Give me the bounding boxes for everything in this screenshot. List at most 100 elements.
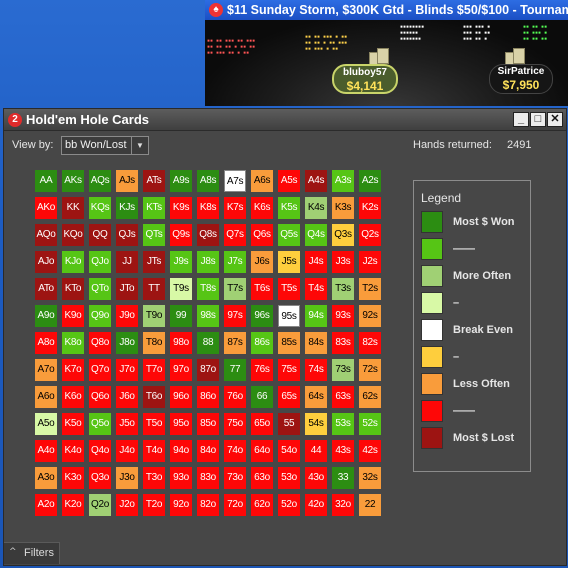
- hand-cell-T6o[interactable]: T6o: [143, 386, 165, 408]
- hand-cell-72s[interactable]: 72s: [359, 359, 381, 381]
- hand-cell-J5o[interactable]: J5o: [116, 413, 138, 435]
- hand-cell-53o[interactable]: 53o: [278, 467, 300, 489]
- hand-cell-T3s[interactable]: T3s: [332, 278, 354, 300]
- hand-cell-K2s[interactable]: K2s: [359, 197, 381, 219]
- hand-cell-K7o[interactable]: K7o: [62, 359, 84, 381]
- hand-cell-97o[interactable]: 97o: [170, 359, 192, 381]
- hand-cell-AKo[interactable]: AKo: [35, 197, 57, 219]
- hand-cell-KQs[interactable]: KQs: [89, 197, 111, 219]
- close-button[interactable]: ✕: [547, 112, 563, 127]
- hand-cell-Q5s[interactable]: Q5s: [278, 224, 300, 246]
- hand-cell-Q8s[interactable]: Q8s: [197, 224, 219, 246]
- hand-cell-AQo[interactable]: AQo: [35, 224, 57, 246]
- hand-cell-K8o[interactable]: K8o: [62, 332, 84, 354]
- hand-cell-T2o[interactable]: T2o: [143, 494, 165, 516]
- hand-cell-84s[interactable]: 84s: [305, 332, 327, 354]
- hand-cell-A7s[interactable]: A7s: [224, 170, 246, 192]
- hand-cell-J3s[interactable]: J3s: [332, 251, 354, 273]
- hand-cell-Q6o[interactable]: Q6o: [89, 386, 111, 408]
- hand-cell-85s[interactable]: 85s: [278, 332, 300, 354]
- hand-cell-T5o[interactable]: T5o: [143, 413, 165, 435]
- hand-cell-J2o[interactable]: J2o: [116, 494, 138, 516]
- hand-cell-73s[interactable]: 73s: [332, 359, 354, 381]
- hand-cell-76o[interactable]: 76o: [224, 386, 246, 408]
- hand-cell-93s[interactable]: 93s: [332, 305, 354, 327]
- hand-cell-K5s[interactable]: K5s: [278, 197, 300, 219]
- hand-cell-96o[interactable]: 96o: [170, 386, 192, 408]
- hand-cell-Q9o[interactable]: Q9o: [89, 305, 111, 327]
- hand-cell-J3o[interactable]: J3o: [116, 467, 138, 489]
- hand-cell-QTs[interactable]: QTs: [143, 224, 165, 246]
- hand-cell-K6o[interactable]: K6o: [62, 386, 84, 408]
- hand-cell-AQs[interactable]: AQs: [89, 170, 111, 192]
- hand-cell-T2s[interactable]: T2s: [359, 278, 381, 300]
- hand-cell-A4o[interactable]: A4o: [35, 440, 57, 462]
- hand-cell-54o[interactable]: 54o: [278, 440, 300, 462]
- hand-cell-62s[interactable]: 62s: [359, 386, 381, 408]
- hand-cell-Q9s[interactable]: Q9s: [170, 224, 192, 246]
- hand-cell-66[interactable]: 66: [251, 386, 273, 408]
- hand-cell-KTs[interactable]: KTs: [143, 197, 165, 219]
- hand-cell-JTo[interactable]: JTo: [116, 278, 138, 300]
- hand-cell-43s[interactable]: 43s: [332, 440, 354, 462]
- hand-cell-K9o[interactable]: K9o: [62, 305, 84, 327]
- hand-cell-T9o[interactable]: T9o: [143, 305, 165, 327]
- hand-cell-T8o[interactable]: T8o: [143, 332, 165, 354]
- hand-cell-42o[interactable]: 42o: [305, 494, 327, 516]
- hand-cell-A8o[interactable]: A8o: [35, 332, 57, 354]
- hand-cell-82s[interactable]: 82s: [359, 332, 381, 354]
- hand-cell-AKs[interactable]: AKs: [62, 170, 84, 192]
- hand-cell-T6s[interactable]: T6s: [251, 278, 273, 300]
- hand-cell-42s[interactable]: 42s: [359, 440, 381, 462]
- hand-cell-92o[interactable]: 92o: [170, 494, 192, 516]
- minimize-button[interactable]: _: [513, 112, 529, 127]
- hand-cell-94o[interactable]: 94o: [170, 440, 192, 462]
- hand-cell-73o[interactable]: 73o: [224, 467, 246, 489]
- hand-cell-A6o[interactable]: A6o: [35, 386, 57, 408]
- hand-cell-62o[interactable]: 62o: [251, 494, 273, 516]
- hand-cell-J4o[interactable]: J4o: [116, 440, 138, 462]
- hand-cell-ATs[interactable]: ATs: [143, 170, 165, 192]
- hand-cell-32s[interactable]: 32s: [359, 467, 381, 489]
- hand-cell-84o[interactable]: 84o: [197, 440, 219, 462]
- hand-cell-T3o[interactable]: T3o: [143, 467, 165, 489]
- hand-cell-83s[interactable]: 83s: [332, 332, 354, 354]
- player-seat-sirpatrice[interactable]: SirPatrice $7,950: [489, 64, 553, 94]
- hand-cell-Q6s[interactable]: Q6s: [251, 224, 273, 246]
- hand-cell-J5s[interactable]: J5s: [278, 251, 300, 273]
- hand-cell-93o[interactable]: 93o: [170, 467, 192, 489]
- hand-cell-99[interactable]: 99: [170, 305, 192, 327]
- hand-cell-K9s[interactable]: K9s: [170, 197, 192, 219]
- hand-cell-54s[interactable]: 54s: [305, 413, 327, 435]
- hand-cell-32o[interactable]: 32o: [332, 494, 354, 516]
- hand-cell-QJo[interactable]: QJo: [89, 251, 111, 273]
- hand-cell-A2s[interactable]: A2s: [359, 170, 381, 192]
- hand-cell-T9s[interactable]: T9s: [170, 278, 192, 300]
- player-seat-bluboy57[interactable]: bluboy57 $4,141: [332, 64, 398, 94]
- hand-cell-KJs[interactable]: KJs: [116, 197, 138, 219]
- hand-cell-Q4o[interactable]: Q4o: [89, 440, 111, 462]
- hand-cell-TT[interactable]: TT: [143, 278, 165, 300]
- hand-cell-ATo[interactable]: ATo: [35, 278, 57, 300]
- hand-cell-77[interactable]: 77: [224, 359, 246, 381]
- hand-cell-A9s[interactable]: A9s: [170, 170, 192, 192]
- hand-cell-44[interactable]: 44: [305, 440, 327, 462]
- table-titlebar[interactable]: ♠ $11 Sunday Storm, $300K Gtd - Blinds $…: [205, 0, 568, 20]
- hand-cell-A3s[interactable]: A3s: [332, 170, 354, 192]
- hand-cell-K8s[interactable]: K8s: [197, 197, 219, 219]
- hand-cell-75s[interactable]: 75s: [278, 359, 300, 381]
- hand-cell-K5o[interactable]: K5o: [62, 413, 84, 435]
- hand-cell-KQo[interactable]: KQo: [62, 224, 84, 246]
- hand-cell-75o[interactable]: 75o: [224, 413, 246, 435]
- hand-cell-A2o[interactable]: A2o: [35, 494, 57, 516]
- hand-cell-QQ[interactable]: QQ: [89, 224, 111, 246]
- hand-cell-Q7o[interactable]: Q7o: [89, 359, 111, 381]
- hand-cell-Q4s[interactable]: Q4s: [305, 224, 327, 246]
- hand-cell-AJs[interactable]: AJs: [116, 170, 138, 192]
- hand-cell-65s[interactable]: 65s: [278, 386, 300, 408]
- hand-cell-A4s[interactable]: A4s: [305, 170, 327, 192]
- hand-cell-J8s[interactable]: J8s: [197, 251, 219, 273]
- hand-cell-Q5o[interactable]: Q5o: [89, 413, 111, 435]
- hand-cell-95s[interactable]: 95s: [278, 305, 300, 327]
- hand-cell-K3s[interactable]: K3s: [332, 197, 354, 219]
